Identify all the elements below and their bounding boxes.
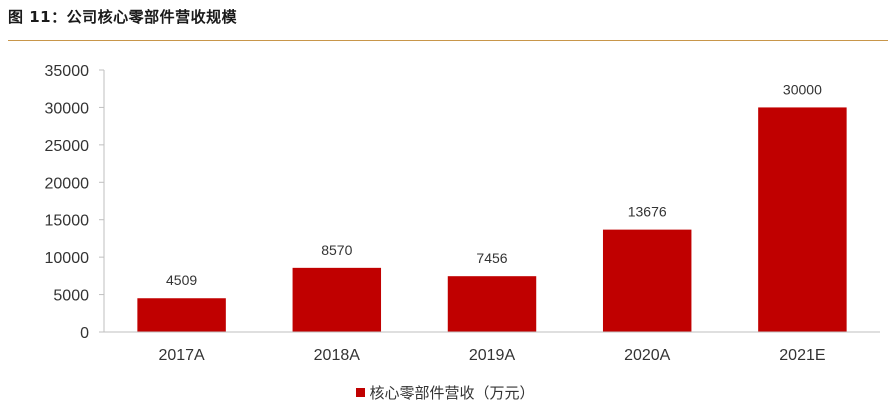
x-tick-label-2017A: 2017A	[158, 347, 205, 364]
data-label-2021E: 30000	[783, 81, 822, 97]
bars-group: 4509 8570 7456 13676 30000	[137, 81, 847, 332]
bar-2020A	[602, 229, 692, 332]
y-tick-label: 0	[80, 325, 89, 342]
y-tick-label: 25000	[45, 138, 90, 155]
x-tick-label-2019A: 2019A	[469, 347, 516, 364]
data-label-2018A: 8570	[321, 242, 352, 258]
y-tick-label: 35000	[45, 63, 90, 80]
legend: 核心零部件营收（万元）	[0, 382, 891, 403]
bar-2018A	[292, 267, 382, 332]
legend-label: 核心零部件营收（万元）	[369, 384, 535, 402]
y-tick-label: 5000	[53, 288, 89, 305]
y-tick-label: 15000	[45, 213, 90, 230]
bar-chart: 0 5000 10000 15000 20000 25000 30000 35000 4509…	[45, 63, 880, 364]
y-tick-label: 30000	[45, 100, 90, 117]
x-tick-label-2018A: 2018A	[314, 347, 361, 364]
data-label-2019A: 7456	[476, 250, 507, 266]
x-tick-label-2021E: 2021E	[779, 347, 825, 364]
bar-2017A	[137, 298, 226, 332]
figure-title: 图 11：公司核心零部件营收规模	[8, 8, 238, 26]
data-label-2020A: 13676	[628, 204, 667, 220]
bar-2019A	[447, 276, 537, 332]
data-label-2017A: 4509	[166, 272, 197, 288]
x-tick-label-2020A: 2020A	[624, 347, 671, 364]
y-tick-label: 10000	[45, 250, 90, 267]
y-tick-label: 20000	[45, 175, 90, 192]
title-divider	[8, 40, 888, 41]
legend-swatch	[356, 388, 366, 397]
bar-2021E	[758, 107, 847, 332]
x-axis: 2017A 2018A 2019A 2020A 2021E	[104, 331, 880, 364]
y-axis: 0 5000 10000 15000 20000 25000 30000 35000	[45, 63, 105, 342]
